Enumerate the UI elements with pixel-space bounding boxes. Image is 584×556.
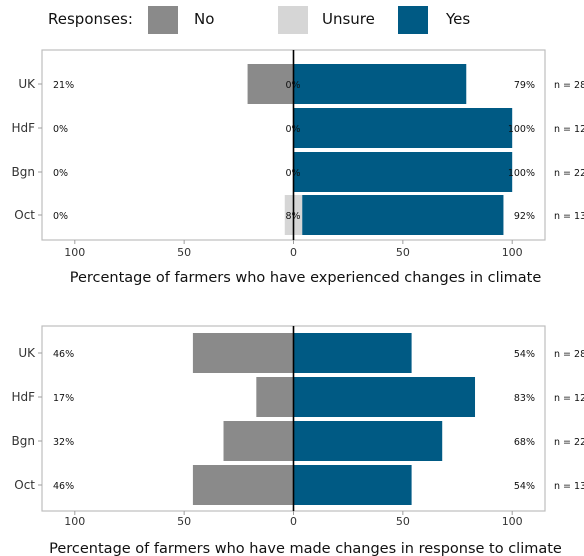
- panel2-label-yes-pct: 83%: [514, 393, 535, 404]
- panel2-x-tick-label: 100: [502, 515, 523, 528]
- panel2-category-label: Bgn: [12, 434, 35, 448]
- panel2-sample-size: n = 22: [554, 437, 584, 448]
- legend-swatch-no: [148, 6, 178, 34]
- legend-swatch-unsure: [278, 6, 308, 34]
- panel1-bar-yes: [302, 195, 504, 235]
- legend-title: Responses:: [48, 10, 133, 28]
- panel2-x-tick-label: 100: [64, 515, 85, 528]
- panel2-bar-yes: [293, 377, 476, 417]
- panel1-label-yes-pct: 100%: [508, 168, 535, 179]
- panel1-label-yes-pct: 100%: [508, 124, 535, 135]
- panel2-sample-size: n = 12: [554, 393, 584, 404]
- panel1-label-yes-pct: 79%: [514, 80, 535, 91]
- legend-label-yes: Yes: [446, 10, 471, 28]
- panel1-label-no-pct: 0%: [53, 211, 68, 222]
- chart-legend: Responses: No Unsure Yes: [0, 0, 584, 40]
- panel1-bar-no: [247, 64, 294, 104]
- legend-swatch-yes: [398, 6, 428, 34]
- panel2-bar-yes: [293, 465, 412, 505]
- panel1-category-label: HdF: [11, 121, 35, 135]
- panel1-sample-size: n = 22: [554, 168, 584, 179]
- panel1-x-tick-label: 50: [396, 246, 410, 259]
- panel2-bar-no: [256, 377, 294, 417]
- panel1-category-label: Oct: [14, 208, 35, 222]
- panel1-category-label: UK: [18, 77, 36, 91]
- panel2-label-no-pct: 46%: [53, 349, 74, 360]
- panel1-x-tick-label: 100: [64, 246, 85, 259]
- panel1-sample-size: n = 12: [554, 124, 584, 135]
- panel1-sample-size: n = 13: [554, 211, 584, 222]
- panel2-bar-yes: [293, 333, 412, 373]
- panel1-label-yes-pct: 92%: [514, 211, 535, 222]
- panel1-category-label: Bgn: [12, 165, 35, 179]
- panel1-bar-yes: [293, 152, 513, 192]
- panel1-x-tick-label: 50: [177, 246, 191, 259]
- panel1-label-no-pct: 0%: [53, 168, 68, 179]
- legend-label-no: No: [194, 10, 215, 28]
- panel2-category-label: UK: [18, 346, 36, 360]
- panel1-x-tick-label: 100: [502, 246, 523, 259]
- panel2-label-yes-pct: 54%: [514, 481, 535, 492]
- panel2-sample-size: n = 28: [554, 349, 584, 360]
- panel2-label-yes-pct: 54%: [514, 349, 535, 360]
- panel1-label-no-pct: 0%: [53, 124, 68, 135]
- panel2-label-no-pct: 32%: [53, 437, 74, 448]
- panel1-bar-yes: [293, 108, 513, 148]
- panel1-label-no-pct: 21%: [53, 80, 74, 91]
- panel2-bar-no: [223, 421, 294, 461]
- legend-label-unsure: Unsure: [322, 10, 375, 28]
- panel2-label-no-pct: 46%: [53, 481, 74, 492]
- panel1-sample-size: n = 28: [554, 80, 584, 91]
- panel2-label-yes-pct: 68%: [514, 437, 535, 448]
- panel2-x-tick-label: 0: [290, 515, 297, 528]
- panel2-category-label: Oct: [14, 478, 35, 492]
- panel2-category-label: HdF: [11, 390, 35, 404]
- panel2-x-tick-label: 50: [396, 515, 410, 528]
- panel1-x-tick-label: 0: [290, 246, 297, 259]
- panel1-bar-yes: [293, 64, 467, 104]
- panel2-bar-yes: [293, 421, 443, 461]
- panel2-bar-no: [192, 465, 294, 505]
- panel2-x-tick-label: 50: [177, 515, 191, 528]
- panel1-x-axis-title: Percentage of farmers who have experienc…: [70, 270, 542, 286]
- panel2-x-axis-title: Percentage of farmers who have made chan…: [49, 541, 562, 556]
- panel2-bar-no: [192, 333, 294, 373]
- panel2-label-no-pct: 17%: [53, 393, 74, 404]
- panel2-sample-size: n = 13: [554, 481, 584, 492]
